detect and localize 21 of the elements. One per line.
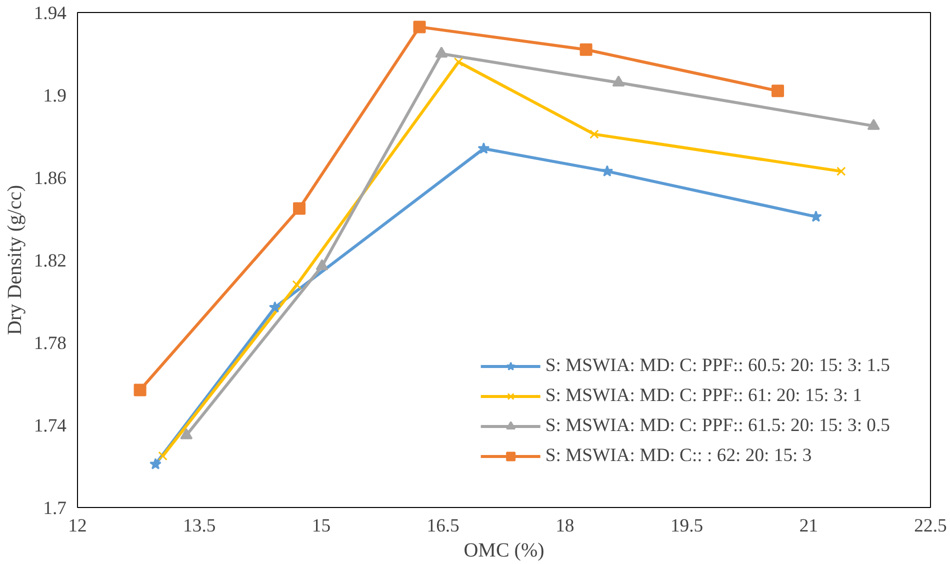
x-tick-label: 22.5	[914, 516, 947, 536]
y-tick-label: 1.7	[43, 498, 67, 519]
x-tick-label: 16.5	[426, 516, 460, 536]
legend-label: S: MSWIA: MD: C: PPF:: 60.5: 20: 15: 3: 1.5	[545, 355, 890, 377]
legend-label: S: MSWIA: MD: C:: : 62: 20: 15: 3	[545, 445, 812, 467]
y-axis-title: Dry Density (g/cc)	[4, 185, 26, 335]
x-tick-label: 21	[799, 516, 818, 536]
y-tick-label: 1.74	[34, 416, 68, 436]
y-tick-label: 1.86	[34, 168, 67, 189]
x-axis-title: OMC (%)	[464, 540, 544, 562]
x-tick-label: 12	[68, 516, 87, 536]
x-tick-label: 15	[312, 516, 331, 536]
y-tick-label: 1.78	[34, 333, 67, 354]
x-tick-label: 19.5	[670, 516, 704, 536]
y-tick-label: 1.82	[34, 250, 67, 272]
x-tick-label: 18	[556, 516, 574, 536]
legend-label: S: MSWIA: MD: C: PPF:: 61: 20: 15: 3: 1	[545, 385, 862, 407]
x-tick-label: 13.5	[183, 516, 216, 536]
y-tick-label: 1.9	[43, 86, 67, 106]
y-tick-label: 1.94	[34, 3, 68, 24]
legend-label: S: MSWIA: MD: C: PPF:: 61.5: 20: 15: 3: 0.5	[545, 415, 890, 437]
